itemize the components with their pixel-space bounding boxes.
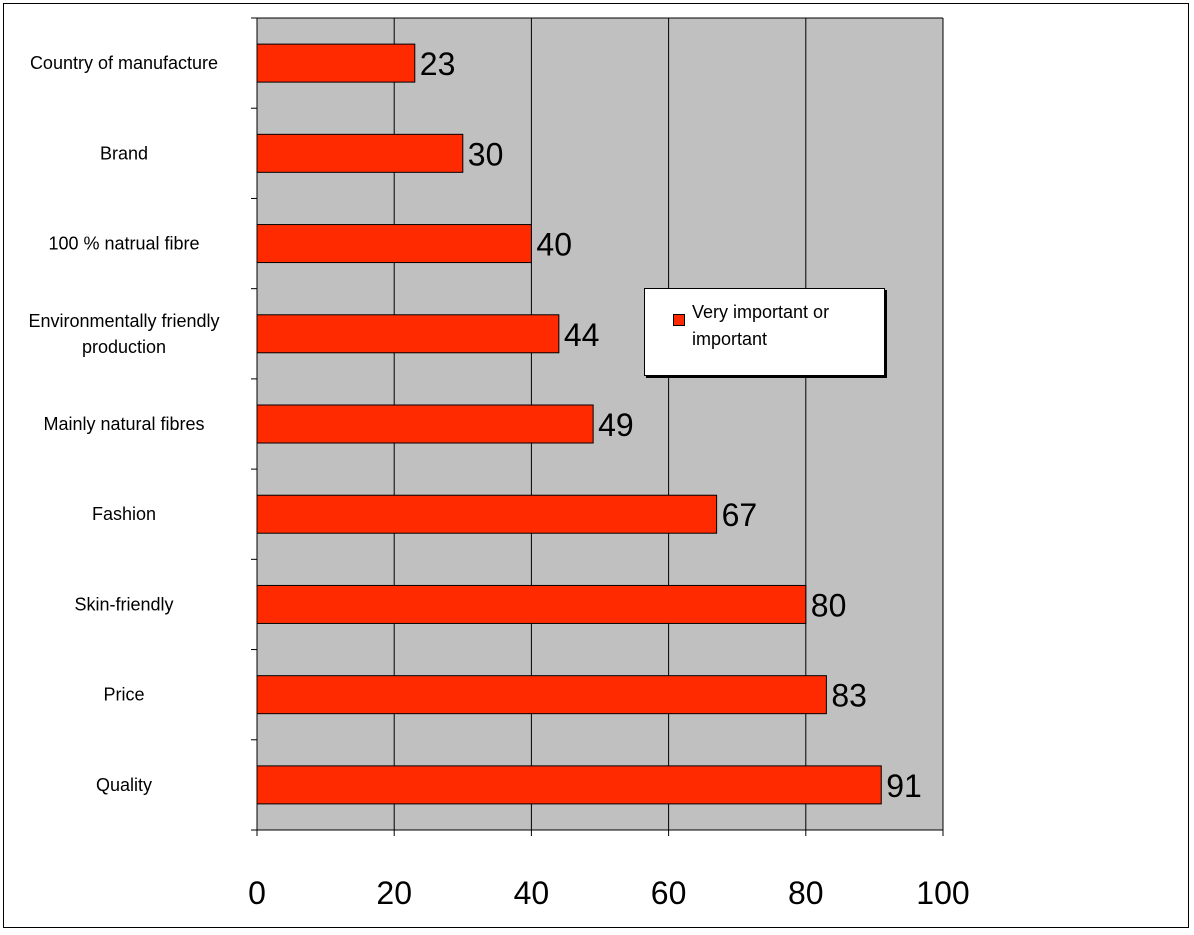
category-label: Fashion xyxy=(92,504,156,524)
category-label: 100 % natrual fibre xyxy=(48,234,199,254)
x-tick-label: 100 xyxy=(916,875,969,911)
data-label: 44 xyxy=(564,317,600,353)
data-label: 30 xyxy=(468,136,504,172)
category-label: Price xyxy=(103,685,144,705)
bar xyxy=(256,494,718,534)
data-label: 83 xyxy=(831,678,867,714)
bar xyxy=(256,584,807,624)
category-label: Brand xyxy=(100,143,148,163)
bar xyxy=(256,133,464,173)
bars xyxy=(256,43,882,805)
data-label: 49 xyxy=(598,407,634,443)
category-label: Skin-friendly xyxy=(74,594,173,614)
legend-label: Very important or important xyxy=(692,302,830,349)
category-label: Quality xyxy=(96,775,152,795)
data-label: 67 xyxy=(722,497,758,533)
x-tick-label: 40 xyxy=(514,875,550,911)
x-tick-label: 20 xyxy=(376,875,412,911)
category-label: Environmentally friendly production xyxy=(28,311,219,357)
category-label: Mainly natural fibres xyxy=(43,414,204,434)
legend-swatch xyxy=(673,314,685,326)
data-label: 80 xyxy=(811,587,847,623)
labels: 0 20 40 60 80 100 23 Country of manufacture 30 Br… xyxy=(28,46,969,911)
category-label: Country of manufacture xyxy=(30,53,218,73)
data-label: 23 xyxy=(420,46,456,82)
x-tick-label: 0 xyxy=(248,875,266,911)
x-tick-label: 80 xyxy=(788,875,824,911)
bar xyxy=(256,224,532,264)
legend: Very important or important xyxy=(644,288,885,376)
axes xyxy=(251,17,944,836)
data-label: 91 xyxy=(886,768,922,804)
bar xyxy=(256,314,560,354)
bar xyxy=(256,675,827,715)
x-tick-label: 60 xyxy=(651,875,687,911)
bar xyxy=(256,404,594,444)
data-label: 40 xyxy=(536,227,572,263)
bar xyxy=(256,43,416,83)
bar xyxy=(256,765,882,805)
